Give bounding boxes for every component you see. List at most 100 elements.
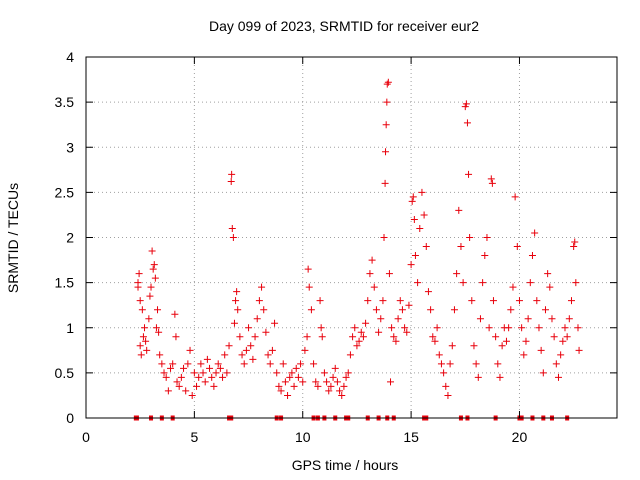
data-point	[223, 369, 231, 377]
data-point	[240, 360, 248, 368]
data-point	[437, 360, 445, 368]
data-point	[359, 333, 367, 341]
data-point	[193, 382, 201, 390]
data-point	[470, 342, 478, 350]
data-point	[344, 369, 352, 377]
data-point	[377, 315, 385, 323]
data-point	[533, 297, 541, 305]
data-point	[479, 279, 487, 287]
data-point	[210, 382, 218, 390]
data-point	[487, 175, 495, 183]
data-point	[552, 360, 560, 368]
data-point	[368, 256, 376, 264]
data-point	[403, 328, 411, 336]
data-point	[489, 297, 497, 305]
data-point	[247, 342, 255, 350]
data-point	[227, 178, 235, 186]
data-point	[407, 261, 415, 269]
data-point	[572, 279, 580, 287]
data-point	[329, 373, 337, 381]
x-tick-label: 10	[295, 429, 311, 445]
data-point	[214, 360, 222, 368]
data-point	[382, 121, 390, 129]
data-point	[375, 328, 383, 336]
data-point	[331, 364, 339, 372]
data-point	[528, 252, 536, 260]
data-point	[134, 283, 142, 291]
data-point	[145, 315, 153, 323]
data-point	[233, 288, 241, 296]
x-tick-labels: 0 5 10 15 20	[82, 429, 527, 445]
data-point	[357, 328, 365, 336]
data-point	[197, 360, 205, 368]
data-point	[148, 247, 156, 255]
data-point	[567, 297, 575, 305]
data-point	[290, 382, 298, 390]
data-point	[142, 337, 150, 345]
data-point	[188, 391, 196, 399]
data-point	[571, 238, 579, 246]
data-point	[143, 346, 151, 354]
data-point	[253, 315, 261, 323]
data-point	[513, 243, 521, 251]
data-point	[175, 382, 183, 390]
data-point	[230, 319, 238, 327]
y-tick-label: 2.5	[55, 184, 75, 200]
y-tick-label: 4	[66, 49, 74, 65]
data-point	[264, 351, 272, 359]
data-point	[384, 78, 392, 86]
data-point	[164, 387, 172, 395]
data-point	[383, 80, 391, 88]
data-point	[396, 297, 404, 305]
data-point	[465, 170, 473, 178]
y-tick-label: 1	[66, 320, 74, 336]
data-point	[151, 274, 159, 282]
data-point	[410, 215, 418, 223]
data-point	[392, 337, 400, 345]
data-point	[531, 229, 539, 237]
data-point	[440, 369, 448, 377]
data-point	[418, 188, 426, 196]
data-point	[242, 346, 250, 354]
data-point	[401, 324, 409, 332]
data-point	[206, 364, 214, 372]
data-point	[353, 342, 361, 350]
data-point	[154, 306, 162, 314]
data-point	[255, 297, 263, 305]
data-point	[146, 292, 154, 300]
data-point	[251, 333, 259, 341]
data-point	[273, 369, 281, 377]
data-point	[288, 369, 296, 377]
data-point	[219, 373, 227, 381]
data-point	[184, 360, 192, 368]
data-point	[139, 333, 147, 341]
data-point	[171, 310, 179, 318]
data-point	[476, 315, 484, 323]
data-point	[355, 337, 363, 345]
data-point	[318, 333, 326, 341]
data-point	[364, 297, 372, 305]
data-point	[152, 324, 160, 332]
data-point	[325, 387, 333, 395]
data-point	[524, 315, 532, 323]
data-point	[136, 342, 144, 350]
data-point	[173, 378, 181, 386]
data-point	[380, 234, 388, 241]
data-point	[492, 333, 500, 341]
x-tick-label: 0	[82, 429, 90, 445]
data-point	[190, 369, 198, 377]
data-point	[260, 306, 268, 314]
data-point	[286, 373, 294, 381]
data-point	[444, 391, 452, 399]
data-point	[520, 351, 528, 359]
data-point	[565, 315, 573, 323]
data-point	[141, 324, 149, 332]
data-point	[172, 333, 180, 341]
data-point	[349, 333, 357, 341]
data-point	[505, 324, 513, 332]
data-point	[266, 360, 274, 368]
data-point	[323, 378, 331, 386]
data-point	[317, 324, 325, 332]
